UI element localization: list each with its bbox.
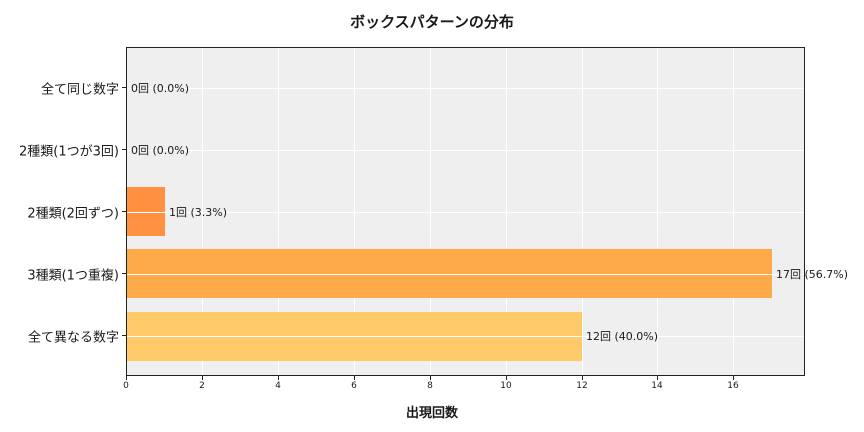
xtick-2 bbox=[202, 376, 203, 380]
bar-label-three-kinds: 17回 (56.7%) bbox=[776, 268, 849, 281]
xtick-label-6: 6 bbox=[351, 381, 357, 391]
category-label-two-kinds-triple: 2種類(1つが3回) bbox=[19, 144, 119, 160]
bar-label-two-kinds-pairs: 1回 (3.3%) bbox=[169, 206, 228, 219]
ytick-2 bbox=[122, 211, 126, 212]
gridline-x-4 bbox=[278, 48, 279, 375]
gridline-y-2 bbox=[127, 212, 804, 213]
bar-label-two-kinds-triple: 0回 (0.0%) bbox=[131, 144, 190, 157]
gridline-x-10 bbox=[506, 48, 507, 375]
ytick-1 bbox=[122, 149, 126, 150]
ytick-0 bbox=[122, 87, 126, 88]
xtick-12 bbox=[582, 376, 583, 380]
gridline-x-16 bbox=[733, 48, 734, 375]
bar-three-kinds bbox=[127, 249, 772, 298]
xtick-label-0: 0 bbox=[123, 381, 129, 391]
bar-label-all-same: 0回 (0.0%) bbox=[131, 82, 190, 95]
category-label-two-kinds-pairs: 2種類(2回ずつ) bbox=[27, 206, 119, 222]
gridline-y-1 bbox=[127, 150, 804, 151]
xtick-10 bbox=[506, 376, 507, 380]
x-axis-label: 出現回数 bbox=[405, 406, 458, 421]
ytick-4 bbox=[122, 335, 126, 336]
xtick-0 bbox=[126, 376, 127, 380]
xtick-6 bbox=[354, 376, 355, 380]
gridline-x-14 bbox=[657, 48, 658, 375]
gridline-x-2 bbox=[202, 48, 203, 375]
bar-label-all-different: 12回 (40.0%) bbox=[586, 330, 659, 343]
xtick-label-2: 2 bbox=[199, 381, 205, 391]
ytick-3 bbox=[122, 273, 126, 274]
gridline-y-0 bbox=[127, 88, 804, 89]
chart-title: ボックスパターンの分布 bbox=[350, 13, 514, 31]
xtick-label-10: 10 bbox=[500, 381, 512, 391]
xtick-14 bbox=[657, 376, 658, 380]
gridline-x-12 bbox=[582, 48, 583, 375]
plot-area: 0回 (0.0%) 0回 (0.0%) 1回 (3.3%) 17回 (56.7%… bbox=[126, 47, 848, 376]
xtick-label-4: 4 bbox=[275, 381, 281, 391]
category-label-all-different: 全て異なる数字 bbox=[27, 330, 119, 346]
xtick-label-14: 14 bbox=[651, 381, 663, 391]
xtick-16 bbox=[733, 376, 734, 380]
gridline-y-3 bbox=[127, 274, 804, 275]
xtick-label-16: 16 bbox=[727, 381, 739, 391]
category-label-three-kinds: 3種類(1つ重複) bbox=[27, 268, 119, 284]
gridline-y-4 bbox=[127, 336, 804, 337]
xtick-label-12: 12 bbox=[576, 381, 588, 391]
xtick-8 bbox=[430, 376, 431, 380]
bar-two-kinds-pairs bbox=[127, 187, 165, 236]
gridline-x-6 bbox=[354, 48, 355, 375]
gridline-x-8 bbox=[430, 48, 431, 375]
xtick-label-8: 8 bbox=[427, 381, 433, 391]
xtick-4 bbox=[278, 376, 279, 380]
category-label-all-same: 全て同じ数字 bbox=[40, 82, 119, 98]
